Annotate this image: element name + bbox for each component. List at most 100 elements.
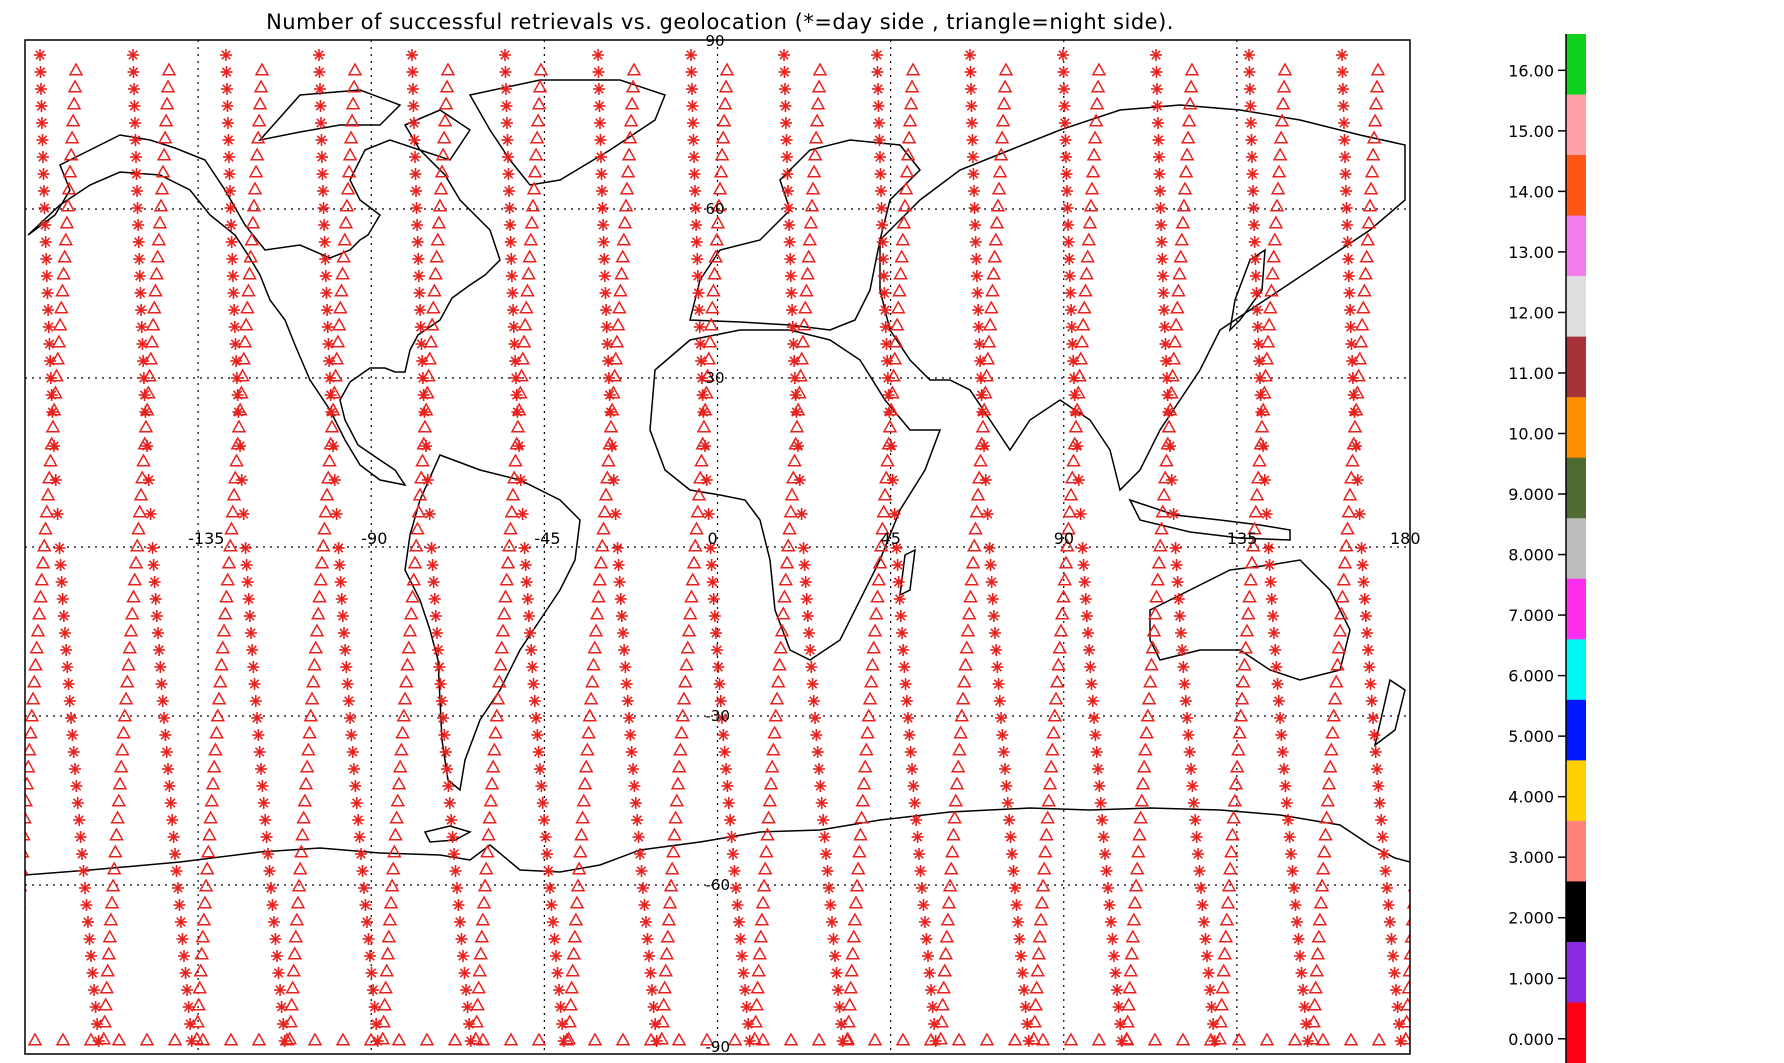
- day-asterisk-marker: [334, 576, 347, 588]
- night-triangle-marker: [615, 1032, 631, 1046]
- night-triangle-marker: [1456, 217, 1468, 228]
- day-asterisk-marker: [685, 83, 698, 95]
- day-asterisk-marker: [908, 797, 921, 809]
- day-asterisk-marker: [593, 117, 606, 129]
- north-america-outline: [27, 134, 501, 487]
- night-triangle-marker: [1089, 96, 1105, 110]
- retrieval-markers: [25, 49, 1556, 1047]
- day-asterisk-marker: [243, 610, 256, 622]
- day-asterisk-marker: [1063, 253, 1076, 265]
- day-asterisk-marker: [439, 746, 452, 758]
- night-triangle-marker: [973, 453, 988, 467]
- day-asterisk-marker: [500, 100, 513, 112]
- night-triangle-marker: [1417, 761, 1429, 772]
- day-asterisk-marker: [727, 848, 740, 860]
- night-triangle-marker: [956, 674, 972, 688]
- night-triangle-marker: [1454, 251, 1466, 262]
- day-asterisk-marker: [83, 933, 96, 945]
- night-triangle-marker: [49, 368, 64, 382]
- night-triangle-marker: [299, 759, 315, 773]
- day-asterisk-marker: [787, 338, 800, 350]
- day-asterisk-marker: [602, 355, 615, 367]
- night-triangle-marker: [990, 198, 1006, 212]
- day-asterisk-marker: [972, 321, 985, 333]
- night-triangle-marker: [1442, 421, 1454, 432]
- day-asterisk-marker: [127, 66, 140, 78]
- night-triangle-marker: [1226, 810, 1241, 824]
- night-triangle-marker: [888, 334, 904, 348]
- night-triangle-marker: [974, 436, 990, 450]
- day-asterisk-marker: [1359, 610, 1372, 622]
- night-triangle-marker: [1042, 776, 1058, 790]
- night-triangle-marker: [108, 844, 123, 858]
- day-asterisk-marker: [1465, 780, 1477, 792]
- day-asterisk-marker: [1080, 610, 1093, 622]
- day-asterisk-marker: [1276, 746, 1289, 758]
- night-triangle-marker: [856, 776, 872, 790]
- day-asterisk-marker: [39, 236, 52, 248]
- night-triangle-marker: [1544, 285, 1556, 296]
- day-asterisk-marker: [1344, 304, 1357, 316]
- day-asterisk-marker: [337, 627, 350, 639]
- day-asterisk-marker: [316, 168, 329, 180]
- night-triangle-marker: [195, 1032, 211, 1046]
- day-asterisk-marker: [1529, 287, 1541, 299]
- day-asterisk-marker: [226, 270, 239, 282]
- night-triangle-marker: [772, 657, 787, 671]
- night-triangle-marker: [663, 878, 679, 892]
- night-triangle-marker: [984, 300, 999, 314]
- day-asterisk-marker: [223, 168, 236, 180]
- night-triangle-marker: [413, 470, 429, 484]
- day-asterisk-marker: [317, 185, 330, 197]
- night-triangle-marker: [323, 436, 339, 450]
- day-asterisk-marker: [1065, 321, 1078, 333]
- day-asterisk-marker: [1463, 746, 1475, 758]
- day-asterisk-marker: [414, 321, 427, 333]
- night-triangle-marker: [1150, 572, 1166, 586]
- night-triangle-marker: [887, 351, 903, 365]
- day-asterisk-marker: [1531, 338, 1543, 350]
- day-asterisk-marker: [505, 253, 518, 265]
- day-asterisk-marker: [323, 355, 336, 367]
- day-asterisk-marker: [625, 746, 638, 758]
- day-asterisk-marker: [266, 899, 279, 911]
- day-asterisk-marker: [1151, 100, 1164, 112]
- night-triangle-marker: [696, 419, 712, 433]
- day-asterisk-marker: [646, 984, 659, 996]
- day-asterisk-marker: [523, 627, 536, 639]
- night-triangle-marker: [1352, 351, 1368, 365]
- night-triangle-marker: [863, 674, 879, 688]
- night-triangle-marker: [1307, 997, 1322, 1011]
- day-asterisk-marker: [902, 712, 915, 724]
- day-asterisk-marker: [257, 797, 270, 809]
- night-triangle-marker: [614, 266, 629, 280]
- night-triangle-marker: [565, 963, 581, 977]
- night-triangle-marker: [204, 793, 220, 807]
- day-asterisk-marker: [220, 83, 233, 95]
- night-triangle-marker: [1360, 232, 1376, 246]
- night-triangle-marker: [1049, 674, 1065, 688]
- day-asterisk-marker: [780, 134, 793, 146]
- night-triangle-marker: [324, 419, 340, 433]
- day-asterisk-marker: [1369, 746, 1382, 758]
- day-asterisk-marker: [1084, 661, 1097, 673]
- night-triangle-marker: [1520, 625, 1532, 636]
- night-triangle-marker: [1463, 98, 1475, 109]
- night-triangle-marker: [216, 623, 232, 637]
- night-triangle-marker: [766, 742, 781, 756]
- night-triangle-marker: [951, 1032, 967, 1046]
- night-triangle-marker: [236, 351, 252, 365]
- day-asterisk-marker: [1078, 576, 1091, 588]
- day-asterisk-marker: [1064, 287, 1077, 299]
- night-triangle-marker: [719, 62, 735, 76]
- night-triangle-marker: [382, 912, 398, 926]
- day-asterisk-marker: [969, 219, 982, 231]
- night-triangle-marker: [147, 300, 162, 314]
- night-triangle-marker: [1501, 897, 1513, 908]
- night-triangle-marker: [859, 742, 874, 756]
- day-asterisk-marker: [133, 270, 146, 282]
- night-triangle-marker: [231, 419, 247, 433]
- day-asterisk-marker: [621, 695, 634, 707]
- day-asterisk-marker: [1534, 389, 1546, 401]
- day-asterisk-marker: [613, 576, 626, 588]
